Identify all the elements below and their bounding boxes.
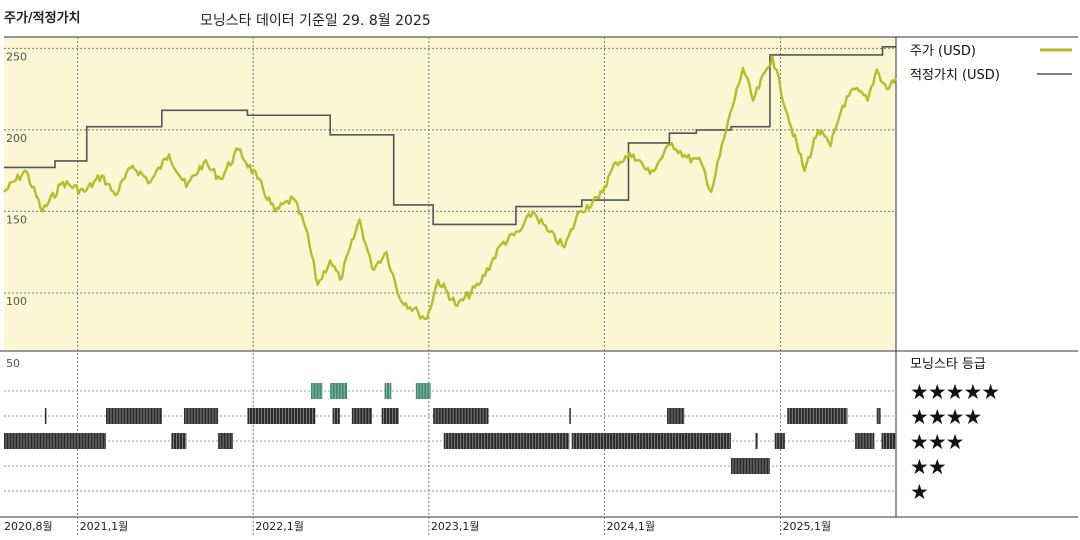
x-tick-label: 2021,1월 [80,520,129,533]
price-panel-background [4,37,896,350]
rating-segment-3-star [755,433,758,449]
rating-segment-4-star [876,408,881,424]
rating-row-stars-3: ★★★ [910,430,964,454]
rating-bar [105,408,162,424]
rating-bar [384,383,392,399]
rating-panel-title: 모닝스타 등급 [910,357,986,372]
rating-bar [787,408,848,424]
rating-bar [332,408,340,424]
rating-segment-3-star [855,433,875,449]
rating-bar [571,433,731,449]
rating-segment-5-star [384,383,392,399]
rating-bar [755,433,758,449]
rating-segment-4-star [666,408,685,424]
legend-label-fair_value: 적정가치 (USD) [910,68,1000,83]
rating-bar [730,458,770,474]
rating-bar [381,408,399,424]
rating-segment-5-star [330,383,348,399]
rating-segment-4-star [787,408,848,424]
rating-row-stars-1: ★ [910,480,928,504]
rating-bar [855,433,875,449]
y-tick-label: 100 [6,295,27,308]
y-tick-label: 250 [6,50,27,63]
rating-segment-3-star [774,433,785,449]
rating-segment-3-star [571,433,731,449]
x-tick-label: 2023,1월 [431,520,480,533]
rating-segment-3-star [218,433,234,449]
rating-segment-5-star [310,383,323,399]
chart-title: 주가/적정가치 [4,11,81,26]
rating-segment-3-star [4,433,106,449]
rating-segment-4-star [569,408,571,424]
fair-value-line [4,45,896,226]
rating-segment-3-star [881,433,896,449]
rating-row-stars-4: ★★★★ [910,405,981,429]
y-tick-label: 150 [6,213,27,226]
rating-segment-4-star [381,408,399,424]
rating-bar [310,383,323,399]
rating-axis-label: 50 [6,357,20,370]
rating-bar [4,433,106,449]
rating-bar [443,433,570,449]
rating-segment-4-star [351,408,373,424]
rating-bar [330,383,348,399]
rating-segment-3-star [171,433,187,449]
x-tick-label: 2022,1월 [255,520,304,533]
rating-segment-4-star [247,408,316,424]
rating-segment-3-star [443,433,570,449]
price-line [3,55,898,321]
rating-bar [569,408,571,424]
y-tick-label: 200 [6,132,27,145]
x-tick-label: 2024,1월 [606,520,655,533]
x-tick-label: 2025,1월 [783,520,832,533]
rating-bar [247,408,316,424]
rating-segment-4-star [183,408,219,424]
x-tick-label: 2020,8월 [4,520,53,533]
rating-row-stars-5: ★★★★★ [910,380,999,404]
rating-row-stars-2: ★★ [910,455,946,479]
rating-segment-4-star [105,408,162,424]
rating-bar [44,408,47,424]
rating-segment-4-star [44,408,47,424]
chart-subtitle: 모닝스타 데이터 기준일 29. 8월 2025 [200,13,431,29]
legend-label-price: 주가 (USD) [910,44,976,59]
rating-segment-5-star [415,383,431,399]
rating-bar [666,408,685,424]
rating-segment-4-star [332,408,340,424]
rating-segment-4-star [433,408,489,424]
rating-segment-2-star [730,458,770,474]
